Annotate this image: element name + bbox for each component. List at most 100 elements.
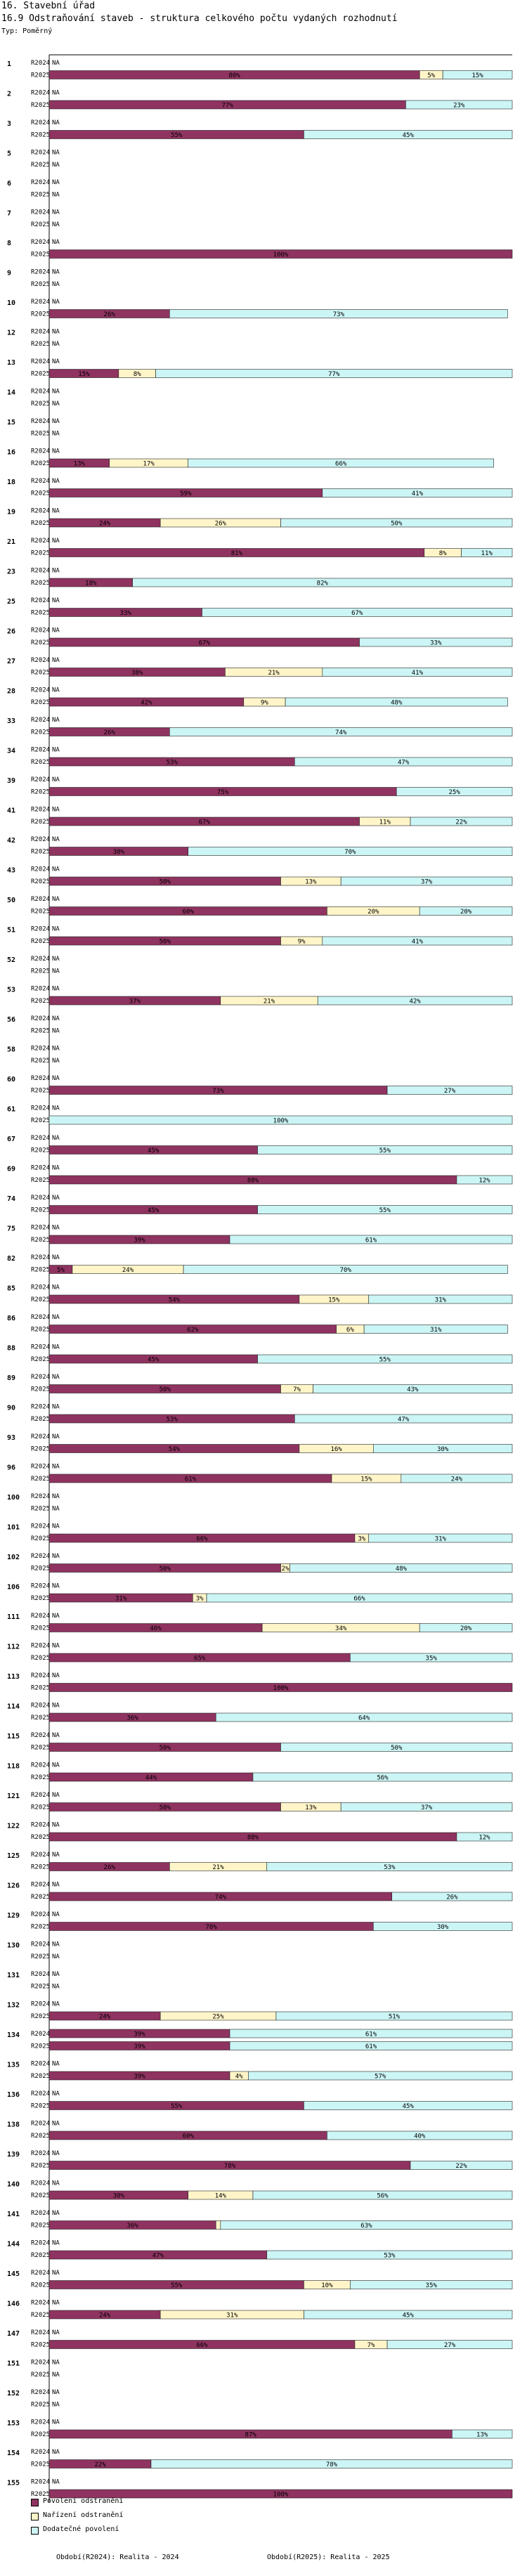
na-label: NA xyxy=(52,329,60,336)
row-label: R2024 xyxy=(31,2121,50,2128)
bar-segment xyxy=(461,548,513,557)
row-label: R2025 xyxy=(31,1088,50,1095)
bar-value-label: 24% xyxy=(99,2312,111,2320)
bar-segment xyxy=(410,2161,513,2170)
row-label: R2024 xyxy=(31,269,50,276)
bar-value-label: 26% xyxy=(104,729,116,736)
bar-value-label: 63% xyxy=(360,2223,372,2230)
bar-value-label: 13% xyxy=(305,879,317,886)
row-label: R2025 xyxy=(31,1595,50,1602)
row-label: R2024 xyxy=(31,1672,50,1679)
na-label: NA xyxy=(52,657,60,664)
bar-value-label: 47% xyxy=(152,2253,164,2260)
row-label: R2024 xyxy=(31,1314,50,1321)
na-label: NA xyxy=(52,956,60,963)
bar-segment xyxy=(183,1265,508,1274)
row-label: R2024 xyxy=(31,448,50,455)
bar-value-label: 6% xyxy=(346,1327,354,1334)
row-label: R2024 xyxy=(31,1105,50,1112)
row-label: R2024 xyxy=(31,1762,50,1769)
group-label: 136 xyxy=(7,2091,20,2099)
group-label: 135 xyxy=(7,2062,20,2069)
row-label: R2025 xyxy=(31,938,50,945)
row-label: R2025 xyxy=(31,1864,50,1871)
na-label: NA xyxy=(52,2180,60,2187)
bar-value-label: 36% xyxy=(126,1715,138,1722)
bar-value-label: 21% xyxy=(268,670,280,677)
na-label: NA xyxy=(52,508,60,515)
row-label: R2024 xyxy=(31,1583,50,1590)
bar-value-label: 33% xyxy=(120,610,132,617)
na-label: NA xyxy=(52,866,60,873)
bar-value-label: 66% xyxy=(196,2342,208,2349)
group-label: 102 xyxy=(7,1554,20,1561)
row-label: R2024 xyxy=(31,2180,50,2187)
na-label: NA xyxy=(52,1523,60,1530)
group-label: 43 xyxy=(7,867,15,875)
row-label: R2025 xyxy=(31,1924,50,1931)
row-label: R2025 xyxy=(31,460,50,467)
bar-value-label: 20% xyxy=(367,909,379,916)
bar-segment xyxy=(229,2029,513,2038)
group-label: 50 xyxy=(7,897,15,904)
row-label: R2024 xyxy=(31,2270,50,2277)
row-label: R2024 xyxy=(31,2360,50,2367)
row-label: R2024 xyxy=(31,1135,50,1142)
group-label: 41 xyxy=(7,807,15,815)
row-label: R2025 xyxy=(31,2073,50,2080)
bar-value-label: 30% xyxy=(437,1924,449,1931)
na-label: NA xyxy=(52,1762,60,1769)
bar-segment xyxy=(150,2459,513,2468)
row-label: R2025 xyxy=(31,759,50,766)
na-label: NA xyxy=(52,1971,60,1978)
bar-segment xyxy=(202,608,513,617)
group-label: 86 xyxy=(7,1315,15,1322)
group-label: 5 xyxy=(7,150,11,158)
legend-label-narizeni: Nařízení odstranění xyxy=(43,2511,124,2519)
bar-value-label: 88% xyxy=(247,1178,259,1185)
row-label: R2025 xyxy=(31,252,50,259)
bar-segment xyxy=(266,2250,513,2260)
row-label: R2024 xyxy=(31,1284,50,1292)
bar-segment xyxy=(257,1205,513,1214)
bar-segment xyxy=(456,1832,513,1842)
row-label: R2024 xyxy=(31,1344,50,1351)
bar-value-label: 50% xyxy=(160,939,171,946)
group-label: 58 xyxy=(7,1046,15,1054)
legend-swatch-dodatecne xyxy=(31,2527,39,2535)
na-label: NA xyxy=(52,2419,60,2426)
na-label: NA xyxy=(52,1553,60,1560)
row-label: R2024 xyxy=(31,478,50,485)
bar-value-label: 66% xyxy=(196,1536,208,1543)
bar-value-label: 25% xyxy=(212,2014,224,2021)
group-label: 74 xyxy=(7,1195,15,1203)
row-label: R2024 xyxy=(31,1404,50,1411)
group-label: 89 xyxy=(7,1374,15,1382)
row-label: R2024 xyxy=(31,1075,50,1082)
footer-period-2024: Období(R2024): Realita - 2024 xyxy=(56,2554,179,2561)
group-label: 122 xyxy=(7,1823,20,1830)
bar-segment xyxy=(322,668,513,677)
na-label: NA xyxy=(52,747,60,754)
row-label: R2024 xyxy=(31,1195,50,1202)
group-label: 33 xyxy=(7,717,15,725)
bar-value-label: 7% xyxy=(293,1386,301,1393)
bar-segment xyxy=(280,1743,513,1752)
na-label: NA xyxy=(52,221,60,228)
bar-value-label: 54% xyxy=(169,1297,181,1304)
na-label: NA xyxy=(52,1941,60,1949)
bar-value-label: 100% xyxy=(273,1685,289,1692)
row-label: R2025 xyxy=(31,1535,50,1542)
group-label: 90 xyxy=(7,1405,15,1412)
row-label: R2025 xyxy=(31,1566,50,1573)
bar-value-label: 30% xyxy=(437,1446,449,1453)
bar-value-label: 55% xyxy=(171,2282,183,2289)
group-label: 154 xyxy=(7,2450,20,2457)
bar-value-label: 7% xyxy=(367,2342,375,2349)
row-label: R2024 xyxy=(31,90,50,97)
group-label: 6 xyxy=(7,180,11,188)
na-label: NA xyxy=(52,478,60,485)
bar-value-label: 45% xyxy=(148,1147,160,1154)
na-label: NA xyxy=(52,1028,60,1035)
bar-value-label: 34% xyxy=(335,1625,347,1632)
